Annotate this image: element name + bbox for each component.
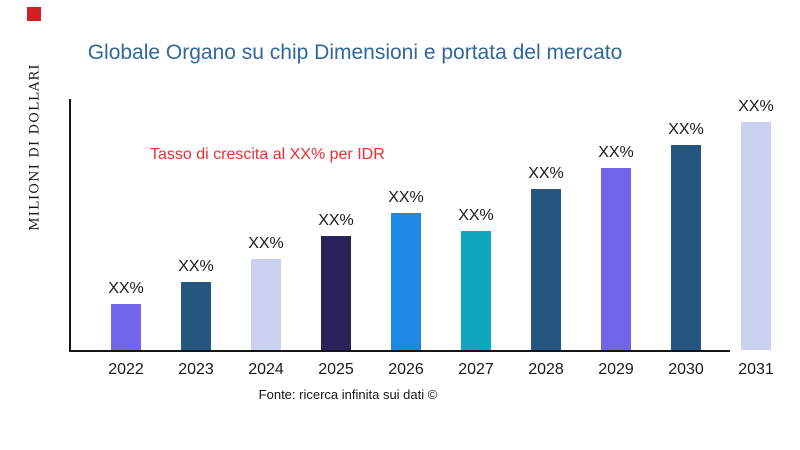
x-tick-label-2030: 2030 (668, 361, 704, 378)
bar-value-label-2027: XX% (458, 207, 494, 224)
bar-value-label-2022: XX% (108, 280, 144, 297)
bar-value-label-2023: XX% (178, 258, 214, 275)
bar-value-label-2029: XX% (598, 144, 634, 161)
bar-group-2029: XX% 2029 (581, 144, 651, 378)
x-tick-label-2027: 2027 (458, 361, 494, 378)
bar-2026 (391, 213, 421, 350)
chart-title: Globale Organo su chip Dimensioni e port… (87, 41, 623, 64)
bar-2027 (461, 231, 491, 350)
bar-2024 (251, 259, 281, 350)
x-tick-label-2024: 2024 (248, 361, 284, 378)
bar-group-2031: XX% 2031 (721, 98, 791, 378)
x-tick-label-2029: 2029 (598, 361, 634, 378)
bar-value-label-2028: XX% (528, 165, 564, 182)
growth-rate-annotation: Tasso di crescita al XX% per IDR (150, 146, 385, 163)
x-tick-label-2022: 2022 (108, 361, 144, 378)
bar-2022 (111, 304, 141, 350)
bar-value-label-2030: XX% (668, 121, 704, 138)
bar-group-2030: XX% 2030 (651, 121, 721, 378)
x-tick-label-2023: 2023 (178, 361, 214, 378)
bar-group-2028: XX% 2028 (511, 165, 581, 378)
x-tick-label-2028: 2028 (528, 361, 564, 378)
bar-group-2023: XX% 2023 (161, 258, 231, 378)
source-note: Fonte: ricerca infinita sui dati © (258, 387, 438, 402)
bar-2029 (601, 168, 631, 350)
bar-2030 (671, 145, 701, 350)
bar-value-label-2024: XX% (248, 235, 284, 252)
bar-value-label-2025: XX% (318, 212, 354, 229)
bar-2025 (321, 236, 351, 350)
bar-group-2025: XX% 2025 (301, 212, 371, 378)
bar-2031 (741, 122, 771, 350)
bar-value-label-2031: XX% (738, 98, 774, 115)
x-axis-line (69, 350, 730, 352)
brand-logo-square (27, 7, 41, 21)
bar-value-label-2026: XX% (388, 189, 424, 206)
x-tick-label-2026: 2026 (388, 361, 424, 378)
bar-group-2022: XX% 2022 (91, 280, 161, 378)
bar-group-2024: XX% 2024 (231, 235, 301, 378)
x-tick-label-2025: 2025 (318, 361, 354, 378)
bar-2028 (531, 189, 561, 350)
bar-group-2026: XX% 2026 (371, 189, 441, 378)
x-tick-label-2031: 2031 (738, 361, 774, 378)
bar-2023 (181, 282, 211, 350)
y-axis-line (69, 99, 71, 352)
bar-group-2027: XX% 2027 (441, 207, 511, 378)
